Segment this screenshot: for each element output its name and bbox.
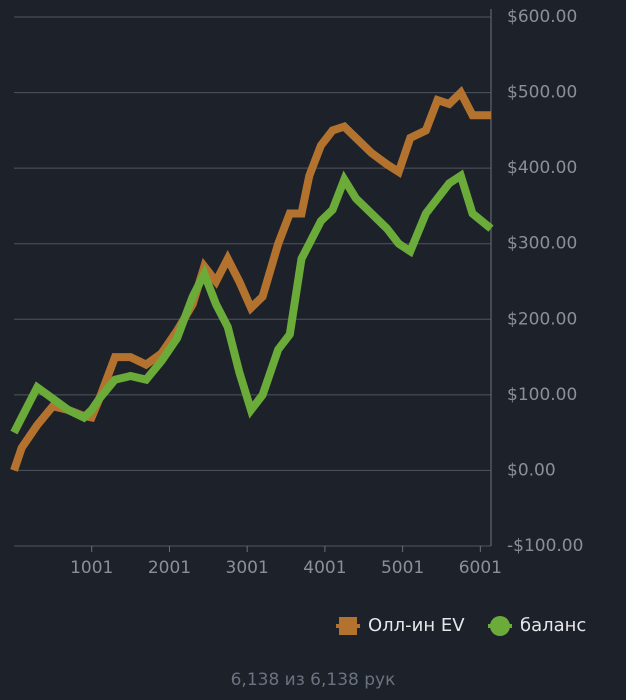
x-tick-label: 1001 <box>70 558 113 578</box>
y-tick-label: $400.00 <box>507 158 577 178</box>
x-tick-label: 4001 <box>303 558 346 578</box>
x-tick-label: 6001 <box>459 558 502 578</box>
y-tick-label: $200.00 <box>507 309 577 329</box>
legend-marker <box>490 616 510 636</box>
y-tick-label: $500.00 <box>507 83 577 103</box>
y-tick-label: $0.00 <box>507 460 556 480</box>
y-tick-label: $300.00 <box>507 234 577 254</box>
series-line <box>10 169 494 435</box>
legend-label: Олл-ин EV <box>368 615 465 636</box>
series-line <box>10 85 491 472</box>
y-tick-label: -$100.00 <box>507 536 583 556</box>
x-tick-label: 2001 <box>148 558 191 578</box>
legend-marker <box>339 617 357 635</box>
x-tick-label: 3001 <box>226 558 269 578</box>
y-tick-label: $100.00 <box>507 385 577 405</box>
x-tick-label: 5001 <box>381 558 424 578</box>
y-tick-label: $600.00 <box>507 7 577 27</box>
footer: 6,138 из 6,138 рук <box>231 670 396 690</box>
legend-label: баланс <box>520 615 586 636</box>
